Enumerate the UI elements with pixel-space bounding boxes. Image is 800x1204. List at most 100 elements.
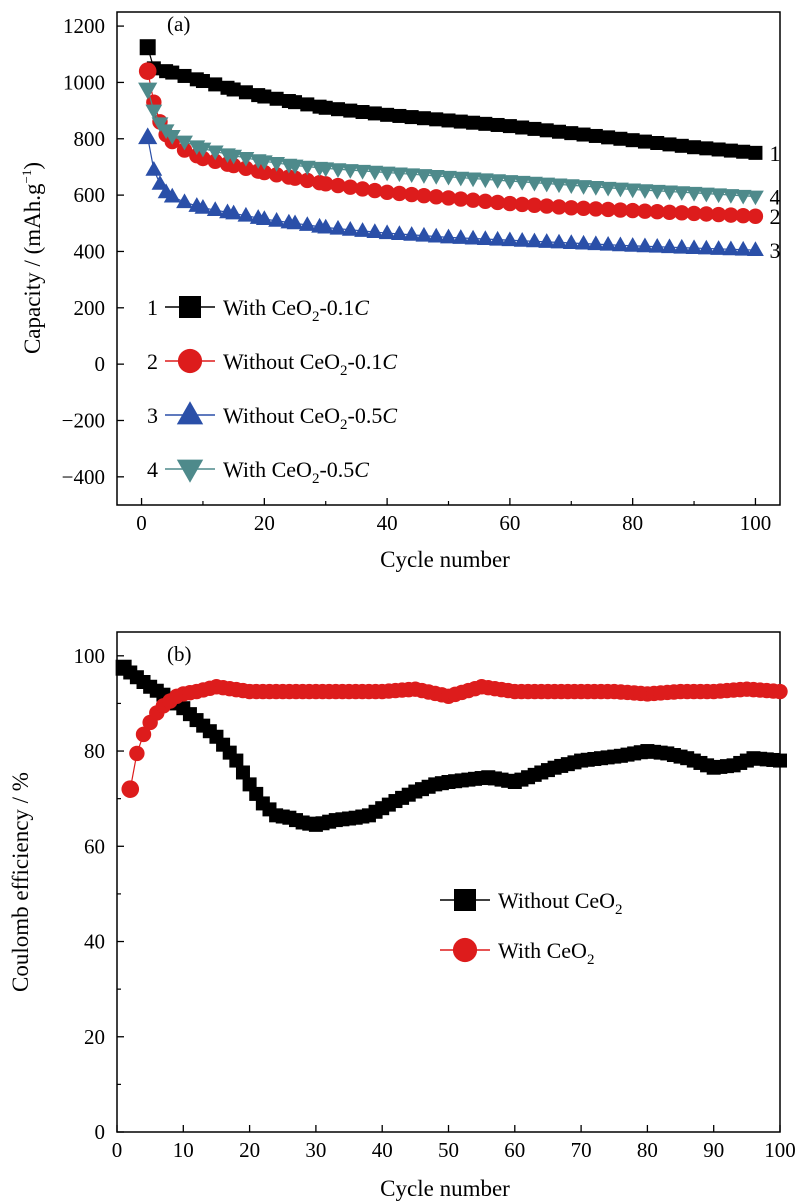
x-tick-label: 100 (740, 511, 772, 535)
data-point (135, 726, 152, 743)
data-point (268, 167, 285, 183)
data-point (538, 233, 556, 248)
data-point (575, 234, 592, 250)
data-point (526, 232, 543, 248)
data-point (237, 151, 255, 167)
x-axis-title-b: Cycle number (380, 1176, 510, 1201)
data-point (390, 167, 408, 183)
data-point (748, 145, 763, 160)
data-point (648, 237, 666, 253)
data-point (489, 230, 507, 246)
data-point (526, 197, 543, 213)
series-1 (139, 39, 763, 160)
data-point (416, 187, 432, 204)
legend-marker (452, 937, 478, 963)
legend-label-unit: C (382, 349, 397, 374)
series-line (147, 47, 756, 154)
data-point (208, 77, 223, 92)
data-point (257, 89, 272, 104)
series-4 (138, 82, 764, 206)
legend-entry: 4 With CeO2-0.5C (147, 457, 369, 487)
data-point (722, 240, 740, 256)
data-point (464, 172, 482, 188)
x-tick-label: 30 (305, 1138, 326, 1162)
data-point (735, 207, 751, 224)
data-point (440, 170, 457, 186)
data-point (194, 142, 212, 158)
x-tick-label: 70 (571, 1138, 592, 1162)
data-point (575, 180, 592, 195)
data-point (329, 163, 347, 178)
legend-entry: Without CeO2 (440, 888, 623, 918)
data-point (330, 177, 346, 194)
data-point (685, 186, 703, 202)
y-tick-label: 600 (74, 183, 106, 207)
data-point (711, 142, 726, 157)
x-tick-label: 10 (173, 1138, 194, 1162)
data-point (288, 95, 303, 110)
y-tick-label: 1200 (63, 14, 105, 38)
data-point (551, 199, 567, 215)
x-tick-label: 60 (499, 511, 520, 535)
data-point (391, 185, 408, 202)
data-point (747, 241, 764, 256)
data-point (661, 204, 678, 220)
data-point (427, 227, 445, 243)
data-point (206, 145, 224, 161)
data-point (699, 141, 714, 156)
data-point (661, 238, 678, 254)
data-point (539, 198, 555, 214)
x-tick-label: 100 (764, 1138, 796, 1162)
plot-frame-b (116, 631, 781, 1133)
data-point (194, 199, 212, 214)
data-point (145, 161, 163, 176)
legend-label-subscript: 2 (312, 471, 320, 487)
data-point (697, 187, 715, 203)
legend-label-text: With CeO (223, 457, 312, 482)
data-point (403, 186, 420, 203)
legend-label-text: Without CeO (223, 349, 340, 374)
data-point (625, 133, 640, 148)
data-point (476, 173, 494, 189)
legend-label-unit: C (354, 457, 369, 482)
data-point (163, 130, 181, 145)
data-point (662, 137, 677, 152)
data-point (624, 202, 641, 219)
legend-label: With CeO2-0.5C (223, 457, 369, 487)
legend-label: With CeO2 (498, 938, 594, 968)
series-end-label: 1 (769, 141, 780, 166)
data-point (477, 193, 494, 210)
data-point (329, 219, 347, 235)
data-point (734, 189, 752, 205)
data-point (237, 206, 255, 222)
y-tick-label: 40 (84, 930, 105, 954)
data-point (121, 780, 140, 798)
legend-marker (176, 401, 204, 425)
data-point (441, 113, 456, 128)
ticks-b: 0 10 20 30 40 50 60 70 80 90 100 0 20 40 60 80 100 (74, 644, 796, 1162)
data-point (562, 234, 580, 249)
data-point (723, 143, 738, 158)
series-2 (121, 679, 788, 798)
data-point (287, 170, 303, 186)
data-point (502, 119, 517, 134)
data-point (226, 82, 241, 97)
series-end-label: 2 (769, 204, 780, 229)
data-point (564, 126, 579, 141)
data-point (687, 140, 702, 155)
data-point (331, 102, 345, 117)
legend-label-subscript: 2 (615, 902, 623, 918)
legend-marker (176, 459, 204, 483)
data-point (587, 235, 605, 251)
data-point (599, 181, 617, 197)
legend-number: 2 (147, 349, 158, 374)
ticks-a: 0 20 40 60 80 100 −400 −200 0 200 400 600 800 1000 120… (62, 14, 772, 535)
x-tick-label: 80 (637, 1138, 658, 1162)
data-point (318, 100, 333, 115)
legend-label-subscript: 2 (312, 309, 320, 325)
data-point (637, 203, 653, 219)
y-tick-label: 1000 (63, 70, 105, 94)
data-point (195, 150, 211, 167)
data-point (588, 128, 603, 143)
y-axis-title-a-sup: −1 (19, 170, 34, 184)
